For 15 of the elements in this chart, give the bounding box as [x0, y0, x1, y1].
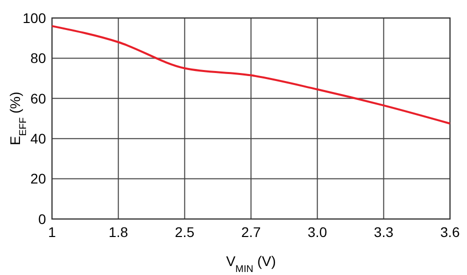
x-tick-label: 1.8 [108, 224, 128, 240]
y-tick-label: 40 [30, 130, 46, 146]
x-tick-label: 1 [48, 224, 56, 240]
x-tick-label: 3.6 [440, 224, 460, 240]
y-tick-label: 80 [30, 50, 46, 66]
x-axis-title: V$_{MIN}$ (V) [226, 253, 276, 274]
y-tick-label: 20 [30, 170, 46, 187]
y-tick-label: 0 [38, 210, 46, 227]
x-tick-label: 3.3 [374, 224, 394, 240]
y-tick-label: 60 [30, 90, 46, 106]
x-tick-label: 2.7 [241, 224, 261, 240]
y-tick-label: 100 [22, 10, 46, 26]
x-tick-label: 2.5 [174, 224, 195, 240]
line-series [51, 25, 451, 125]
x-tick-label: 3.0 [308, 224, 328, 240]
